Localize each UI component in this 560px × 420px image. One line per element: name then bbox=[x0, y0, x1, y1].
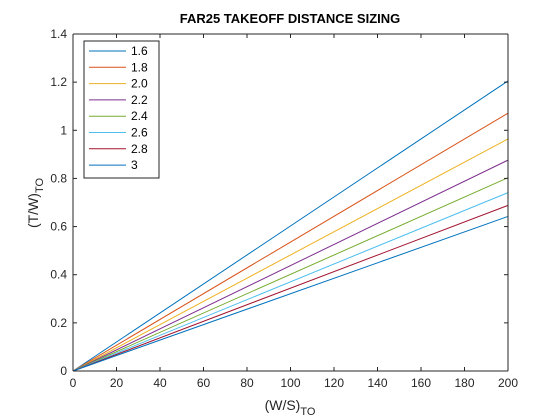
y-tick-label: 1.2 bbox=[50, 75, 67, 89]
y-tick-label: 1.4 bbox=[50, 27, 67, 41]
x-tick-label: 100 bbox=[280, 376, 300, 390]
x-tick-label: 120 bbox=[324, 376, 344, 390]
x-tick-label: 0 bbox=[70, 376, 77, 390]
x-axis-label-main: (W/S) bbox=[265, 397, 301, 413]
y-tick-label: 0 bbox=[60, 364, 67, 378]
x-axis-label: (W/S)TO bbox=[265, 397, 316, 418]
series-line-5 bbox=[72, 192, 509, 372]
legend-label-5: 2.6 bbox=[131, 126, 148, 140]
y-axis-label: (T/W)TO bbox=[25, 178, 46, 229]
y-tick-label: 0.2 bbox=[50, 316, 67, 330]
chart-title: FAR25 TAKEOFF DISTANCE SIZING bbox=[180, 11, 401, 26]
legend-label-6: 2.8 bbox=[131, 142, 148, 156]
x-tick-label: 160 bbox=[411, 376, 431, 390]
y-tick-label: 0.6 bbox=[50, 220, 67, 234]
legend-label-1: 1.8 bbox=[131, 60, 148, 74]
legend-label-2: 2.0 bbox=[131, 77, 148, 91]
x-tick-label: 60 bbox=[197, 376, 211, 390]
legend-label-0: 1.6 bbox=[131, 44, 148, 58]
y-axis-label-main: (T/W) bbox=[25, 193, 41, 228]
legend-box bbox=[83, 40, 160, 179]
x-tick-label: 20 bbox=[110, 376, 124, 390]
x-tick-label: 200 bbox=[498, 376, 518, 390]
legend-items: 1.6 1.8 2.0 2.2 2.4 2.6 2.8 3 bbox=[89, 44, 148, 172]
series-layer bbox=[72, 80, 509, 372]
y-tick-label: 1 bbox=[60, 123, 67, 137]
series-line-7 bbox=[72, 215, 509, 372]
series-line-3 bbox=[72, 159, 509, 372]
legend-label-4: 2.4 bbox=[131, 109, 148, 123]
series-line-2 bbox=[72, 138, 509, 372]
y-ticks: 0 0.2 0.4 0.6 0.8 1 1.2 1.4 bbox=[50, 27, 508, 378]
series-line-1 bbox=[72, 112, 509, 372]
x-tick-label: 80 bbox=[240, 376, 254, 390]
y-axis-label-sub: TO bbox=[34, 178, 46, 194]
x-tick-label: 140 bbox=[367, 376, 387, 390]
x-ticks: 0 20 40 60 80 100 120 140 160 180 200 bbox=[70, 34, 518, 390]
series-line-0 bbox=[72, 80, 509, 372]
x-tick-label: 180 bbox=[454, 376, 474, 390]
legend-label-7: 3 bbox=[131, 158, 138, 172]
x-tick-label: 40 bbox=[153, 376, 167, 390]
series-line-4 bbox=[72, 177, 509, 372]
x-axis-label-sub: TO bbox=[300, 406, 316, 418]
series-line-6 bbox=[72, 204, 509, 372]
y-tick-label: 0.4 bbox=[50, 268, 67, 282]
legend-label-3: 2.2 bbox=[131, 93, 148, 107]
legend: 1.6 1.8 2.0 2.2 2.4 2.6 2.8 3 bbox=[83, 40, 160, 179]
y-tick-label: 0.8 bbox=[50, 171, 67, 185]
